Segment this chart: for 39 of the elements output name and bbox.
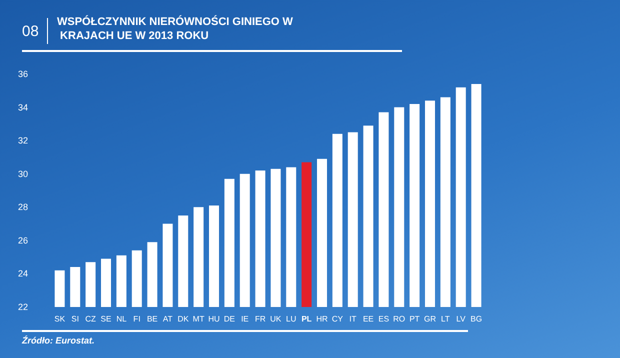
text: Źródło: Eurostat. [21,336,94,346]
x-tick-label: IE [241,314,249,324]
x-tick-label: DK [178,314,190,324]
x-tick-label: ES [378,314,390,324]
x-tick-label: CY [332,314,344,324]
x-tick-label: BE [146,314,158,324]
x-tick-label: FR [254,314,266,324]
x-tick-label: PL [301,314,312,324]
x-tick-label: FI [133,314,140,324]
y-tick-label: 32 [18,136,28,146]
x-tick-label: EE [362,314,374,324]
x-tick-label: RO [393,314,406,324]
x-tick-label: BG [470,314,482,324]
x-tick-label: IT [349,314,357,324]
chart-title: WSPÓŁCZYNNIK NIERÓWNOŚCI GINIEGO W KRAJACH UE W 2013 ROKU [57,15,294,42]
x-tick-label: SE [100,314,112,324]
y-tick-label: 30 [18,168,28,179]
x-tick-label: DE [224,314,235,324]
x-tick-label: LV [456,314,466,324]
x-tick-label: LT [441,314,450,324]
x-tick-label: CZ [85,314,96,324]
x-tick-label: HR [316,314,328,324]
x-tick-label: SK [54,314,66,324]
x-tick-label: UK [270,314,282,324]
y-tick-label: 26 [18,235,28,246]
y-tick-label: 22 [18,302,28,312]
x-tick-label: MT [192,314,204,324]
x-tick-label: PT [409,314,420,324]
y-tick-label: 24 [18,268,28,279]
y-tick-label: 28 [18,202,28,212]
x-tick-label: GR [424,314,436,324]
y-tick-label: 34 [18,102,28,112]
x-tick-label: HU [208,314,220,324]
text: 08 [22,23,39,40]
x-tick-label: AT [162,314,173,324]
x-tick-label: LU [286,314,296,324]
y-tick-label: 36 [18,69,28,79]
x-tick-label: NL [116,314,128,324]
x-tick-label: SI [71,314,79,324]
